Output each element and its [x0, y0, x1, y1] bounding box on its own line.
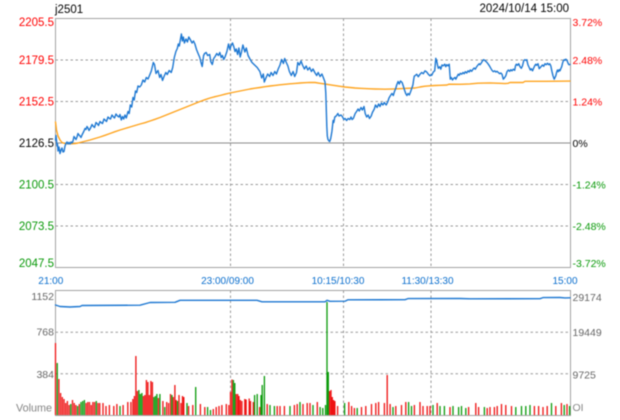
svg-text:10:15/10:30: 10:15/10:30: [312, 276, 365, 287]
svg-text:3.72%: 3.72%: [573, 17, 603, 29]
svg-text:2205.5: 2205.5: [19, 17, 54, 29]
svg-text:19449: 19449: [573, 327, 602, 339]
svg-text:768: 768: [36, 327, 54, 339]
svg-text:2073.5: 2073.5: [19, 221, 54, 233]
svg-text:384: 384: [36, 369, 54, 381]
svg-text:15:00: 15:00: [552, 276, 577, 287]
svg-text:OI: OI: [573, 402, 584, 414]
svg-text:2024/10/14 15:00: 2024/10/14 15:00: [479, 3, 569, 15]
svg-text:-2.48%: -2.48%: [573, 221, 606, 233]
svg-text:2100.5: 2100.5: [19, 180, 54, 192]
svg-text:29174: 29174: [573, 292, 602, 304]
svg-text:21:00: 21:00: [38, 276, 63, 287]
svg-text:2.48%: 2.48%: [573, 55, 603, 67]
svg-text:2179.5: 2179.5: [19, 55, 54, 67]
svg-text:1.24%: 1.24%: [573, 96, 603, 108]
svg-text:1152: 1152: [31, 291, 54, 303]
svg-text:0%: 0%: [573, 138, 588, 150]
svg-text:2152.5: 2152.5: [19, 97, 54, 109]
svg-text:j2501: j2501: [54, 4, 83, 16]
svg-text:Volume: Volume: [16, 403, 52, 415]
svg-text:-1.24%: -1.24%: [573, 179, 606, 191]
svg-text:2126.5: 2126.5: [19, 138, 54, 150]
svg-text:9725: 9725: [573, 370, 597, 382]
svg-text:11:30/13:30: 11:30/13:30: [401, 276, 454, 287]
svg-text:23:00/09:00: 23:00/09:00: [201, 276, 254, 287]
svg-text:-3.72%: -3.72%: [573, 258, 606, 270]
svg-text:2047.5: 2047.5: [19, 258, 54, 270]
